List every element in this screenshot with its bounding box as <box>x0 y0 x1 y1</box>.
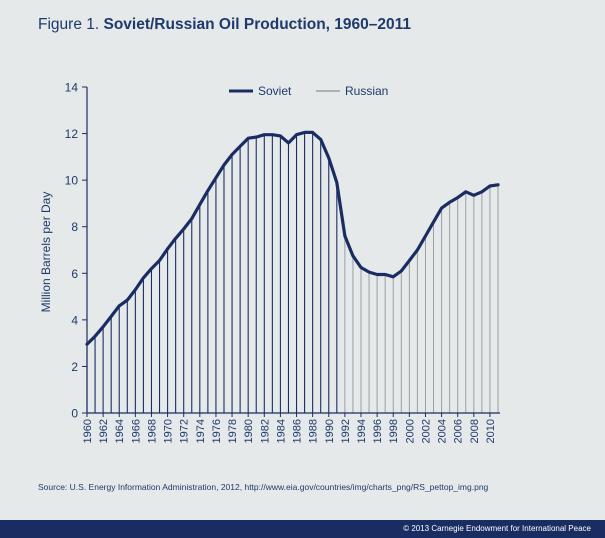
x-tick-label-1990: 1990 <box>324 419 336 443</box>
y-tick-label-0: 0 <box>71 407 78 421</box>
x-tick-label-1968: 1968 <box>146 419 158 443</box>
x-tick-label-2008: 2008 <box>469 419 481 443</box>
x-tick-label-2006: 2006 <box>453 419 465 443</box>
chart-legend: Soviet Russian <box>229 84 388 98</box>
x-tick-label-1994: 1994 <box>356 419 368 443</box>
footer-bar: © 2013 Carnegie Endowment for Internatio… <box>0 520 605 538</box>
oil-production-chart: 0 2 4 6 8 10 12 14 1960 1962 1964 1966 1968 1970 1972… <box>39 81 500 443</box>
x-tick-label-1970: 1970 <box>163 419 175 443</box>
y-tick-label-12: 12 <box>65 127 79 141</box>
x-tick-label-1962: 1962 <box>98 419 110 443</box>
figure-title-text: Soviet/Russian Oil Production, 1960–2011 <box>103 16 412 33</box>
x-tick-label-1960: 1960 <box>82 419 94 443</box>
x-tick-label-1980: 1980 <box>243 419 255 443</box>
y-tick-label-14: 14 <box>65 81 79 95</box>
x-tick-label-1966: 1966 <box>130 419 142 443</box>
x-tick-label-1998: 1998 <box>388 419 400 443</box>
x-tick-label-1964: 1964 <box>114 419 126 443</box>
legend-russian-label: Russian <box>345 84 388 98</box>
x-tick-label-1992: 1992 <box>340 419 352 443</box>
chart-lines <box>85 130 500 346</box>
figure-title: Figure 1. Soviet/Russian Oil Production,… <box>38 16 411 34</box>
x-tick-label-1972: 1972 <box>179 419 191 443</box>
legend-soviet-label: Soviet <box>258 84 292 98</box>
x-tick-label-1978: 1978 <box>227 419 239 443</box>
y-tick-label-10: 10 <box>65 174 79 188</box>
x-tick-label-1996: 1996 <box>372 419 384 443</box>
x-tick-label-1984: 1984 <box>275 419 287 443</box>
x-tick-label-2000: 2000 <box>404 419 416 443</box>
chart-bars <box>86 132 499 413</box>
copyright-text: © 2013 Carnegie Endowment for Internatio… <box>403 524 591 533</box>
x-tick-label-2002: 2002 <box>420 419 432 443</box>
y-ticks: 0 2 4 6 8 10 12 14 <box>65 81 87 421</box>
x-tick-label-2004: 2004 <box>437 419 449 443</box>
y-tick-label-2: 2 <box>71 360 78 374</box>
production-line <box>85 130 500 346</box>
x-ticks: 1960 1962 1964 1966 1968 1970 1972 1974 1976 1978… <box>82 413 497 443</box>
x-tick-label-1986: 1986 <box>292 419 304 443</box>
source-note: Source: U.S. Energy Information Administ… <box>38 482 489 492</box>
y-tick-label-4: 4 <box>71 313 78 327</box>
y-tick-label-6: 6 <box>71 267 78 281</box>
x-tick-label-1976: 1976 <box>211 419 223 443</box>
x-tick-label-1982: 1982 <box>259 419 271 443</box>
figure-number: Figure 1. <box>38 16 100 33</box>
x-tick-label-2010: 2010 <box>485 419 497 443</box>
x-tick-label-1974: 1974 <box>195 419 207 443</box>
y-tick-label-8: 8 <box>71 220 78 234</box>
x-tick-label-1988: 1988 <box>308 419 320 443</box>
y-axis-label: Million Barrels per Day <box>39 192 53 313</box>
chart-axes <box>86 87 500 414</box>
